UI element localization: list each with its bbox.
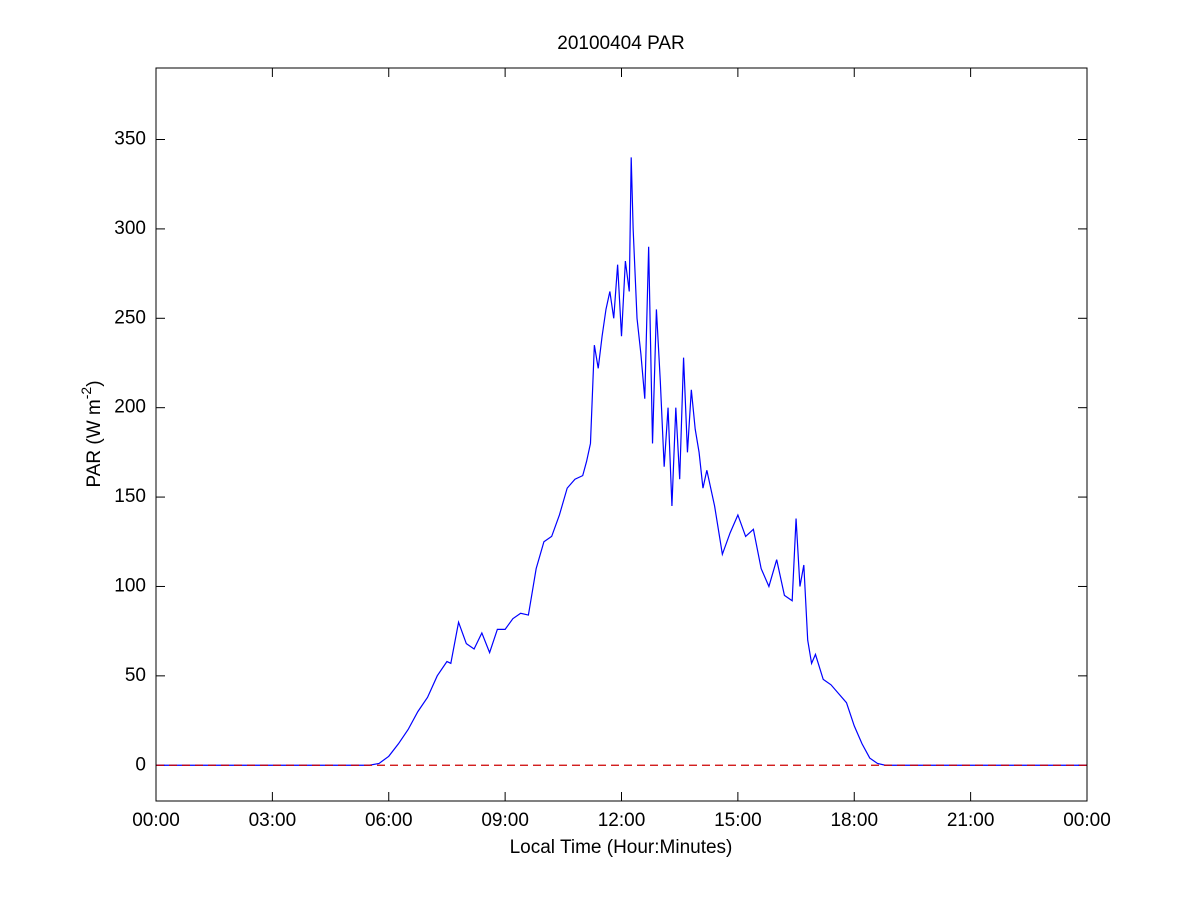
x-tick-label: 18:00: [830, 810, 878, 831]
y-tick-label: 0: [135, 754, 146, 775]
x-tick-label: 21:00: [947, 810, 995, 831]
x-tick-label: 00:00: [132, 810, 180, 831]
y-tick-label: 50: [125, 665, 146, 686]
data-line: [156, 157, 1087, 766]
x-tick-label: 03:00: [249, 810, 297, 831]
y-tick-label: 200: [114, 397, 146, 418]
x-tick-label: 09:00: [481, 810, 529, 831]
y-axis-label: PAR (W m-2): [78, 380, 105, 487]
y-axis-label-suffix: ): [84, 380, 105, 386]
y-axis-label-text: PAR (W m: [84, 399, 105, 487]
y-tick-label: 300: [114, 218, 146, 239]
y-axis-label-sup: -2: [78, 387, 94, 400]
x-tick-label: 12:00: [598, 810, 646, 831]
x-tick-label: 06:00: [365, 810, 413, 831]
chart-title: 20100404 PAR: [557, 33, 684, 54]
plot-frame: [155, 67, 1088, 802]
x-tick-label: 15:00: [714, 810, 762, 831]
y-tick-label: 250: [114, 307, 146, 328]
x-axis-label: Local Time (Hour:Minutes): [510, 837, 733, 858]
y-tick-label: 150: [114, 486, 146, 507]
x-tick-label: 00:00: [1063, 810, 1111, 831]
y-tick-label: 100: [114, 575, 146, 596]
y-tick-label: 350: [114, 129, 146, 150]
